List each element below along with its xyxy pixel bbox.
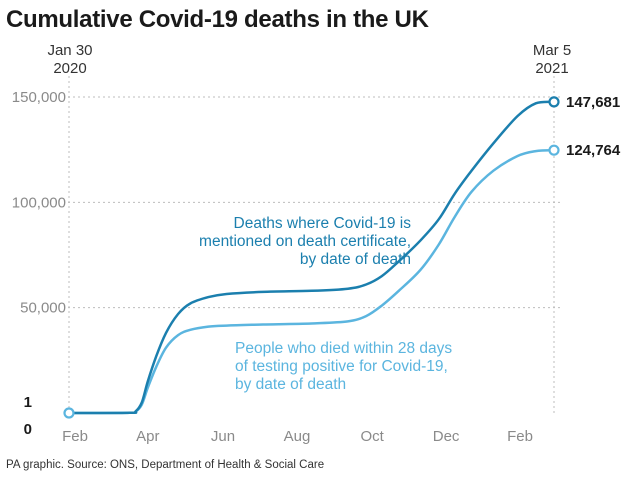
chart-title: Cumulative Covid-19 deaths in the UK	[6, 6, 429, 33]
y-tick-label: 0	[24, 421, 32, 438]
end-date-label: Mar 5 2021	[522, 42, 582, 78]
end-date-year: 2021	[535, 60, 569, 77]
x-tick-label: Jun	[211, 428, 235, 445]
x-tick-label: Feb	[62, 428, 88, 445]
series-lines	[63, 96, 560, 419]
gridlines	[68, 76, 560, 413]
x-tick-label: Feb	[507, 428, 533, 445]
source-note: PA graphic. Source: ONS, Department of H…	[6, 459, 325, 471]
positive-test-annotation-line: by date of death	[235, 376, 346, 393]
positive-test-end-value-label: 124,764	[566, 142, 621, 159]
certificate-annotation-line: mentioned on death certificate,	[199, 233, 411, 250]
start-date-year: 2020	[53, 60, 87, 77]
positive-test-series-line	[68, 148, 555, 415]
start-date-label: Jan 30 2020	[40, 42, 100, 78]
y-tick-label: 50,000	[20, 300, 66, 317]
y-tick-label: 150,000	[12, 89, 66, 106]
series-annotations: 147,681 124,764 Deaths where Covid-19 isme…	[199, 94, 621, 393]
x-axis-ticks: Feb Apr Jun Aug Oct Dec Feb	[62, 428, 533, 445]
y-tick-label: 100,000	[12, 194, 66, 211]
end-date-month: Mar 5	[532, 42, 572, 59]
certificate-end-value-label: 147,681	[566, 94, 620, 111]
start-date-month: Jan 30	[47, 42, 93, 59]
x-tick-label: Apr	[136, 428, 159, 445]
certificate-annotation-line: Deaths where Covid-19 is	[234, 215, 412, 232]
x-tick-label: Dec	[433, 428, 460, 445]
y-tick-label: 1	[24, 394, 32, 411]
start-point-marker	[63, 407, 75, 419]
x-tick-label: Oct	[360, 428, 384, 445]
x-tick-label: Aug	[284, 428, 311, 445]
positive-test-annotation-line: People who died within 28 days	[235, 340, 452, 357]
positive-test-end-marker	[548, 144, 560, 156]
certificate-annotation-line: by date of death	[300, 251, 411, 268]
positive-test-annotation-line: of testing positive for Covid-19,	[235, 358, 448, 375]
y-axis-ticks: 150,000 100,000 50,000 1 0	[12, 89, 66, 438]
certificate-end-marker	[548, 96, 560, 108]
certificate-series-line	[68, 100, 555, 415]
